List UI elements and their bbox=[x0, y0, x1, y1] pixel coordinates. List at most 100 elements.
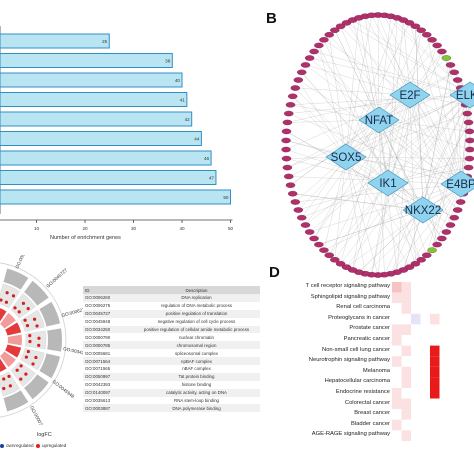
gene-dot bbox=[17, 310, 21, 314]
gene-node bbox=[314, 241, 324, 248]
heatmap-cell bbox=[449, 292, 459, 304]
ring-go-label: GO:0045948 bbox=[51, 379, 75, 399]
go-id-cell: GO:0050997 bbox=[83, 372, 133, 381]
heatmap-cell bbox=[449, 345, 459, 357]
heatmap-cell bbox=[392, 292, 402, 304]
heatmap-cell bbox=[401, 366, 411, 378]
network-edge bbox=[346, 183, 462, 268]
go-outer-segment bbox=[47, 328, 62, 352]
pathway-label: Neurotrophin signaling pathway bbox=[308, 357, 390, 364]
ring-go-label: GO:0000790 bbox=[29, 405, 46, 425]
heatmap-cell bbox=[411, 430, 421, 441]
heatmap-cell bbox=[392, 335, 402, 346]
gene-node bbox=[404, 20, 415, 26]
network-edge bbox=[431, 183, 462, 251]
pathway-label: Breast cancer bbox=[354, 410, 390, 417]
gene-node bbox=[330, 27, 340, 33]
upregulated-dot-icon bbox=[36, 444, 40, 448]
network-edge bbox=[358, 209, 424, 273]
network-edge bbox=[378, 87, 461, 121]
network-edge bbox=[329, 34, 462, 185]
heatmap-cell bbox=[401, 292, 411, 304]
table-row: GO:0035613 RNA stem-loop binding bbox=[83, 396, 260, 405]
heatmap-cell bbox=[430, 282, 440, 293]
tf-hub-label: SOX5 bbox=[331, 152, 362, 164]
go-inner-segment bbox=[0, 358, 7, 372]
table-row: GO:0000790 nuclear chromatin bbox=[83, 333, 260, 342]
gene-dot bbox=[5, 291, 9, 295]
heatmap-cell bbox=[401, 419, 411, 431]
legend-upregulated: upregulated bbox=[42, 442, 67, 448]
bar bbox=[0, 131, 202, 146]
gene-node bbox=[296, 214, 307, 221]
heatmap-cell bbox=[420, 366, 430, 378]
go-outer-segment bbox=[3, 268, 29, 290]
go-outer-segment bbox=[39, 353, 61, 379]
network-edge bbox=[305, 119, 380, 226]
tf-hub-node bbox=[389, 81, 431, 109]
gene-dot bbox=[24, 355, 28, 359]
heatmap-cell bbox=[430, 398, 440, 410]
go-middle-segment bbox=[20, 348, 45, 371]
heatmap-cell bbox=[392, 398, 402, 410]
gene-node bbox=[300, 222, 311, 228]
network-edge bbox=[292, 193, 424, 211]
heatmap-cell bbox=[392, 377, 402, 388]
tf-hub-label: NKX22 bbox=[405, 205, 441, 217]
network-edge bbox=[446, 57, 462, 185]
network-edge bbox=[409, 94, 469, 168]
go-description-cell: negative regulation of cell cycle proces… bbox=[133, 317, 260, 326]
network-edge bbox=[387, 20, 404, 184]
panel-d-label: D bbox=[269, 264, 280, 281]
heatmap-cell bbox=[401, 324, 411, 335]
gene-node bbox=[309, 235, 319, 242]
go-outer-segment bbox=[39, 301, 61, 327]
network-edge bbox=[387, 182, 416, 264]
gene-node bbox=[449, 214, 460, 221]
network-edge bbox=[352, 19, 471, 96]
heatmap-cell bbox=[420, 324, 430, 335]
network-edge bbox=[323, 183, 462, 251]
heatmap-cell bbox=[458, 356, 468, 367]
heatmap-cell bbox=[439, 313, 449, 325]
gene-node bbox=[293, 207, 304, 213]
heatmap-cell bbox=[458, 313, 468, 325]
heatmap-cell bbox=[449, 335, 459, 346]
gene-dot bbox=[28, 334, 32, 338]
heatmap-cell bbox=[439, 324, 449, 335]
bar-value-label: 25 bbox=[102, 39, 108, 44]
table-row: GO:0045727 positive regulation of transla… bbox=[83, 309, 260, 318]
network-edge bbox=[287, 94, 411, 123]
network-edge bbox=[298, 79, 347, 158]
network-edge bbox=[323, 39, 411, 96]
gene-node bbox=[465, 146, 474, 153]
heatmap-cell bbox=[411, 335, 421, 346]
gene-node bbox=[462, 110, 473, 117]
gene-node bbox=[449, 69, 460, 76]
go-id-cell: GO:0003887 bbox=[83, 404, 133, 413]
heatmap-cell bbox=[458, 419, 468, 431]
heatmap-cell bbox=[439, 366, 449, 378]
panel-d-heatmap bbox=[392, 282, 468, 441]
go-description-cell: histone binding bbox=[133, 380, 260, 389]
bar-value-label: 42 bbox=[185, 117, 191, 122]
gene-node bbox=[324, 252, 334, 258]
go-inner-segment bbox=[5, 344, 22, 358]
gene-node bbox=[464, 155, 474, 162]
heatmap-cell bbox=[449, 430, 459, 441]
gene-node bbox=[283, 173, 294, 180]
network-edge bbox=[340, 94, 471, 264]
panel-b-network: E2F ELK1 NFAT SOX5 IK1 E4BP NKX22 bbox=[281, 12, 474, 278]
heatmap-cell bbox=[449, 324, 459, 335]
go-description-cell: regulation of DNA metabolic process bbox=[133, 301, 260, 310]
go-id-cell: GO:0035613 bbox=[83, 396, 133, 405]
legend-title: logFC bbox=[37, 432, 52, 438]
heatmap-cell bbox=[401, 409, 411, 420]
network-edge bbox=[378, 119, 427, 256]
gene-node bbox=[432, 42, 442, 49]
pathway-label: Renal cell carcinoma bbox=[336, 304, 390, 311]
pathway-label: Bladder cancer bbox=[351, 420, 390, 427]
gene-node bbox=[330, 257, 340, 263]
ring-go-label: GO:0006260 bbox=[14, 255, 30, 269]
network-edge bbox=[318, 45, 347, 158]
